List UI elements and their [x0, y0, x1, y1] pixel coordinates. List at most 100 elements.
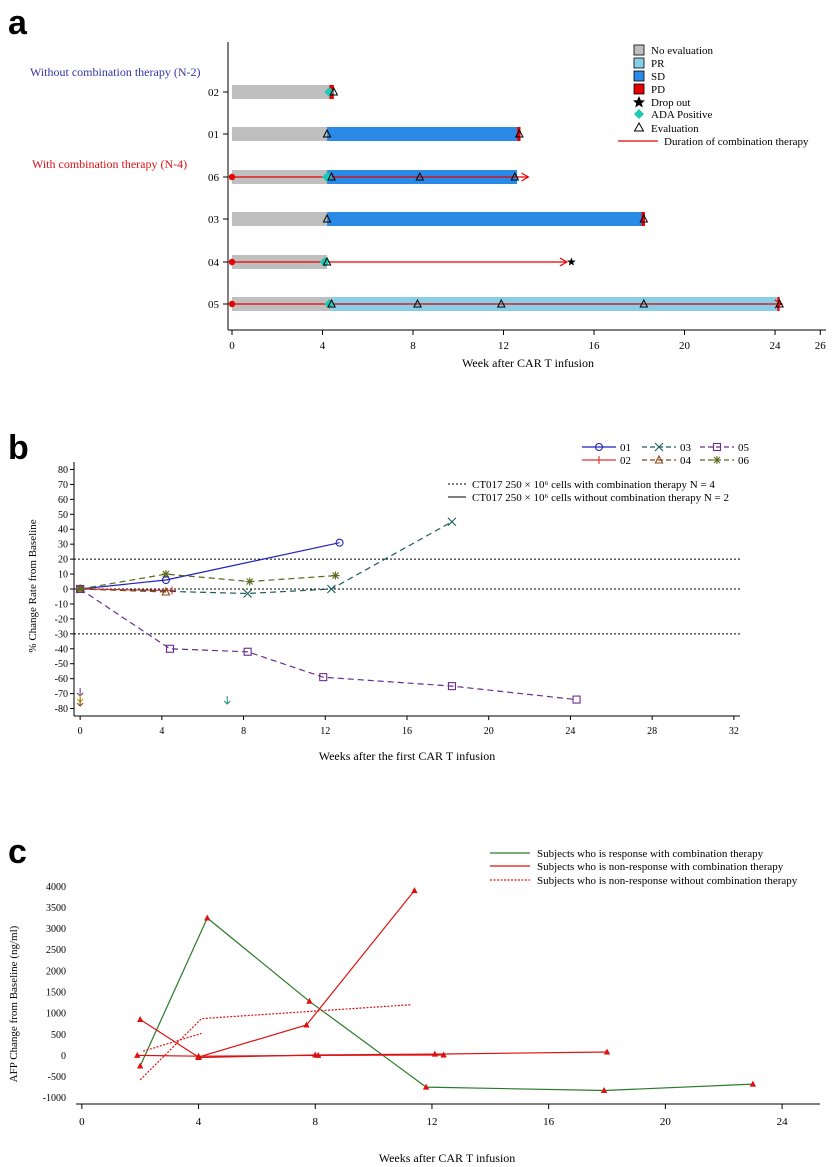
legend-note-without-combo: CT017 250 × 10⁶ cells without combinatio… — [472, 492, 729, 504]
bar-02-no-evaluation-0 — [232, 85, 330, 99]
panel-a-subject-rows: 02 01 06 03 04 05 — [208, 85, 784, 311]
point-05-5 — [572, 695, 581, 704]
point-06-2 — [245, 577, 254, 586]
panel-c-label: c — [8, 833, 27, 871]
dropout-marker-04 — [567, 257, 576, 266]
x-tick-label-0: 0 — [78, 726, 83, 737]
panel-b-reference-lines — [74, 558, 740, 635]
x-tick-label-12: 12 — [320, 726, 330, 737]
subject-row-04: 04 — [208, 255, 576, 269]
panel-c-legend: Subjects who is response with combinatio… — [490, 848, 798, 887]
panel-b-label: b — [8, 429, 29, 467]
x-tick-label-16: 16 — [589, 340, 601, 352]
legend-marker-05 — [712, 442, 722, 452]
subject-row-03: 03 — [208, 212, 649, 226]
y-tick-label-2000: 2000 — [46, 966, 66, 977]
evaluation-marker-06-1 — [415, 171, 425, 181]
series-line-1 — [139, 890, 415, 1058]
evaluation-marker-05-4 — [775, 298, 784, 308]
y-tick-label-60: 60 — [58, 495, 68, 506]
point-3-1 — [312, 1051, 319, 1058]
legend-label-response-combo: Subjects who is response with combinatio… — [537, 848, 764, 860]
x-tick-label-20: 20 — [660, 1116, 672, 1128]
x-tick-label-24: 24 — [777, 1116, 789, 1128]
legend-entry-05: 05 — [700, 442, 750, 454]
x-tick-label-24: 24 — [565, 726, 575, 737]
y-tick-label-70: 70 — [58, 480, 68, 491]
x-tick-label-8: 8 — [312, 1116, 318, 1128]
subject-row-01: 01 — [208, 127, 524, 141]
y-tick-label--10: -10 — [55, 599, 68, 610]
x-tick-label-28: 28 — [647, 726, 657, 737]
y-tick-label--30: -30 — [55, 629, 68, 640]
subject-row-02: 02 — [208, 85, 339, 99]
point-3-0 — [195, 1054, 202, 1061]
point-06-0 — [76, 585, 85, 593]
series-01 — [76, 538, 344, 594]
y-tick-label-0: 0 — [61, 1051, 66, 1062]
subject-label-04: 04 — [208, 257, 220, 269]
bar-03-no-evaluation-0 — [232, 212, 328, 226]
point-0-4 — [600, 1086, 608, 1093]
legend-label-01: 01 — [620, 442, 631, 454]
bar-01-pd-2 — [517, 127, 521, 141]
evaluation-marker-06-2 — [510, 171, 520, 181]
evaluation-marker-05-1 — [413, 298, 422, 308]
y-tick-label--500: -500 — [48, 1072, 66, 1083]
point-01-2 — [335, 538, 344, 547]
legend-diamond-icon — [634, 109, 644, 119]
point-0-3 — [422, 1083, 430, 1090]
legend-swatch-pd — [633, 83, 645, 95]
x-tick-label-0: 0 — [79, 1116, 85, 1128]
x-tick-label-4: 4 — [159, 726, 164, 737]
evaluation-marker-03-1 — [639, 213, 649, 223]
y-tick-label-30: 30 — [58, 540, 68, 551]
y-tick-label--60: -60 — [55, 674, 68, 685]
panel-a-legend: No evaluation PR SD PD Drop out ADA Posi… — [618, 44, 809, 148]
evaluation-marker-02-0 — [329, 86, 339, 96]
y-tick-label-2500: 2500 — [46, 945, 66, 956]
group-label-with-combo: With combination therapy (N-4) — [32, 157, 187, 171]
panel-b-x-label: Weeks after the first CAR T infusion — [319, 749, 496, 763]
subject-row-05: 05 — [208, 297, 784, 311]
y-tick-label-80: 80 — [58, 465, 68, 476]
point-03-1 — [243, 589, 253, 598]
evaluation-marker-01-0 — [322, 128, 332, 138]
legend-label-03: 03 — [680, 442, 692, 454]
x-tick-label-8: 8 — [241, 726, 246, 737]
x-tick-label-0: 0 — [229, 340, 235, 352]
legend-label-no-evaluation: No evaluation — [651, 45, 714, 57]
series-nonresponse-combo-1 — [136, 887, 418, 1060]
evaluation-marker-05-0 — [327, 298, 336, 308]
point-05-1 — [165, 644, 175, 653]
point-2-0 — [134, 1051, 141, 1058]
evaluation-marker-05-2 — [496, 298, 506, 308]
panel-b-y-label: % Change Rate from Baseline — [27, 519, 39, 652]
y-tick-label--40: -40 — [55, 644, 68, 655]
subject-row-06: 06 — [208, 170, 530, 184]
point-0-2 — [306, 997, 313, 1004]
series-line-4 — [139, 1004, 412, 1081]
series-nonresponse-nocombo-4 — [139, 1004, 412, 1081]
subject-label-03: 03 — [208, 214, 220, 226]
combo-start-dot-05 — [228, 300, 236, 308]
legend-swatch-sd — [633, 70, 645, 82]
x-tick-label-4: 4 — [320, 340, 326, 352]
evaluation-marker-06-0 — [327, 171, 336, 181]
legend-label-ada-positive: ADA Positive — [651, 109, 713, 121]
legend-marker-03 — [654, 442, 664, 452]
point-02-1 — [168, 586, 177, 595]
point-0-5 — [749, 1080, 757, 1087]
subject-label-01: 01 — [208, 129, 219, 141]
series-nonresponse-nocombo-5 — [142, 1032, 202, 1052]
y-tick-label-20: 20 — [58, 555, 68, 566]
point-3-2 — [431, 1050, 439, 1057]
point-05-3 — [319, 673, 328, 682]
legend-label-pd: PD — [651, 84, 665, 96]
subject-label-06: 06 — [208, 172, 220, 184]
point-0-1 — [204, 914, 211, 921]
legend-marker-04 — [654, 454, 664, 464]
legend-label-04: 04 — [680, 455, 692, 467]
